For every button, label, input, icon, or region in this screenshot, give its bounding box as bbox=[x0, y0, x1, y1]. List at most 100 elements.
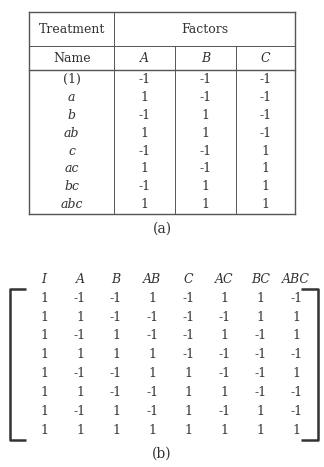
Text: 1: 1 bbox=[202, 180, 210, 193]
Text: -1: -1 bbox=[200, 91, 212, 104]
Text: 1: 1 bbox=[76, 348, 84, 361]
Text: -1: -1 bbox=[110, 386, 122, 399]
Text: I: I bbox=[41, 273, 46, 286]
Text: -1: -1 bbox=[182, 311, 194, 324]
Text: 1: 1 bbox=[76, 311, 84, 324]
Text: -1: -1 bbox=[182, 291, 194, 304]
Text: -1: -1 bbox=[139, 109, 151, 122]
Text: -1: -1 bbox=[254, 330, 266, 342]
Text: ab: ab bbox=[64, 127, 79, 140]
Text: 1: 1 bbox=[220, 291, 228, 304]
Text: -1: -1 bbox=[146, 330, 158, 342]
Text: 1: 1 bbox=[256, 405, 264, 418]
Text: Name: Name bbox=[53, 52, 90, 65]
Text: a: a bbox=[68, 91, 75, 104]
Text: 1: 1 bbox=[141, 127, 149, 140]
Text: -1: -1 bbox=[290, 405, 302, 418]
Text: Factors: Factors bbox=[181, 22, 228, 35]
Text: 1: 1 bbox=[141, 198, 149, 211]
Text: 1: 1 bbox=[40, 424, 48, 437]
Text: 1: 1 bbox=[220, 424, 228, 437]
Text: -1: -1 bbox=[74, 405, 86, 418]
Text: 1: 1 bbox=[76, 424, 84, 437]
Text: 1: 1 bbox=[261, 180, 270, 193]
Text: (1): (1) bbox=[63, 73, 81, 86]
Text: 1: 1 bbox=[148, 368, 156, 380]
Text: 1: 1 bbox=[261, 198, 270, 211]
Text: 1: 1 bbox=[40, 386, 48, 399]
Text: A: A bbox=[140, 52, 149, 65]
Text: -1: -1 bbox=[254, 386, 266, 399]
Text: 1: 1 bbox=[112, 405, 120, 418]
Text: (b): (b) bbox=[152, 446, 172, 460]
Text: C: C bbox=[183, 273, 193, 286]
Text: -1: -1 bbox=[254, 368, 266, 380]
Text: 1: 1 bbox=[261, 163, 270, 176]
Text: 1: 1 bbox=[292, 330, 300, 342]
Text: 1: 1 bbox=[292, 368, 300, 380]
Text: -1: -1 bbox=[110, 311, 122, 324]
Text: -1: -1 bbox=[200, 163, 212, 176]
Text: -1: -1 bbox=[74, 368, 86, 380]
Text: 1: 1 bbox=[184, 424, 192, 437]
Text: -1: -1 bbox=[146, 405, 158, 418]
Text: -1: -1 bbox=[290, 291, 302, 304]
Text: BC: BC bbox=[251, 273, 270, 286]
Text: -1: -1 bbox=[254, 348, 266, 361]
Text: -1: -1 bbox=[74, 330, 86, 342]
Text: 1: 1 bbox=[292, 311, 300, 324]
Text: -1: -1 bbox=[218, 405, 230, 418]
Text: abc: abc bbox=[60, 198, 83, 211]
Text: -1: -1 bbox=[110, 368, 122, 380]
Text: 1: 1 bbox=[40, 348, 48, 361]
Text: 1: 1 bbox=[148, 291, 156, 304]
Text: B: B bbox=[201, 52, 210, 65]
Text: 1: 1 bbox=[220, 330, 228, 342]
Text: 1: 1 bbox=[40, 330, 48, 342]
Text: 1: 1 bbox=[261, 144, 270, 157]
Text: -1: -1 bbox=[146, 386, 158, 399]
Text: -1: -1 bbox=[139, 73, 151, 86]
Text: ABC: ABC bbox=[282, 273, 310, 286]
Text: 1: 1 bbox=[202, 198, 210, 211]
Text: -1: -1 bbox=[218, 311, 230, 324]
Text: 1: 1 bbox=[184, 405, 192, 418]
Text: 1: 1 bbox=[141, 163, 149, 176]
Text: 1: 1 bbox=[220, 386, 228, 399]
Text: 1: 1 bbox=[184, 368, 192, 380]
Text: 1: 1 bbox=[256, 424, 264, 437]
Text: 1: 1 bbox=[112, 348, 120, 361]
Text: Treatment: Treatment bbox=[39, 22, 105, 35]
Text: AC: AC bbox=[215, 273, 234, 286]
Text: -1: -1 bbox=[260, 73, 272, 86]
Text: 1: 1 bbox=[256, 291, 264, 304]
Text: 1: 1 bbox=[40, 311, 48, 324]
Text: -1: -1 bbox=[218, 348, 230, 361]
Text: 1: 1 bbox=[112, 330, 120, 342]
Text: 1: 1 bbox=[40, 405, 48, 418]
Text: 1: 1 bbox=[40, 368, 48, 380]
Text: bc: bc bbox=[64, 180, 79, 193]
Text: A: A bbox=[75, 273, 85, 286]
Text: 1: 1 bbox=[112, 424, 120, 437]
Text: 1: 1 bbox=[76, 386, 84, 399]
Text: -1: -1 bbox=[110, 291, 122, 304]
Text: 1: 1 bbox=[141, 91, 149, 104]
Text: -1: -1 bbox=[146, 311, 158, 324]
Text: -1: -1 bbox=[290, 386, 302, 399]
Text: -1: -1 bbox=[200, 73, 212, 86]
Text: c: c bbox=[68, 144, 75, 157]
Text: -1: -1 bbox=[290, 348, 302, 361]
Text: C: C bbox=[261, 52, 271, 65]
Text: 1: 1 bbox=[292, 424, 300, 437]
Text: 1: 1 bbox=[202, 109, 210, 122]
Text: -1: -1 bbox=[182, 330, 194, 342]
Text: 1: 1 bbox=[256, 311, 264, 324]
Text: B: B bbox=[111, 273, 121, 286]
Text: -1: -1 bbox=[260, 91, 272, 104]
Text: b: b bbox=[68, 109, 76, 122]
Text: ac: ac bbox=[64, 163, 79, 176]
Text: (a): (a) bbox=[152, 221, 172, 235]
Text: 1: 1 bbox=[148, 348, 156, 361]
Text: 1: 1 bbox=[148, 424, 156, 437]
